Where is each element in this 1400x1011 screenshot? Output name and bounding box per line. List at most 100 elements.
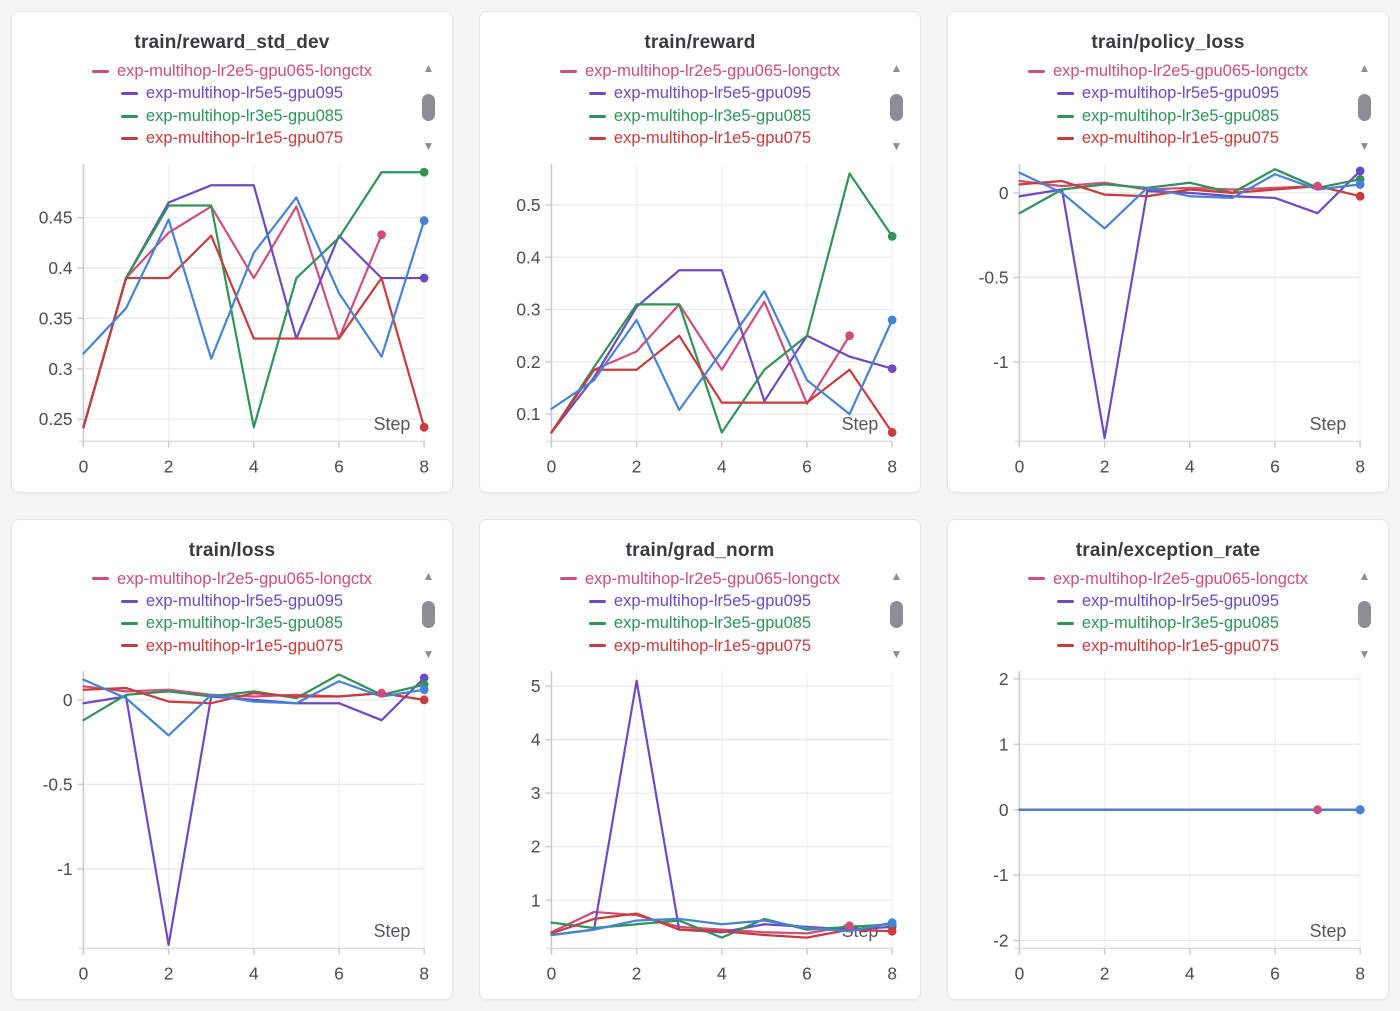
legend-entry[interactable]: exp-multihop-lr1e5-gpu075 xyxy=(24,127,440,149)
svg-text:0: 0 xyxy=(1015,456,1025,476)
scroll-thumb-handle[interactable] xyxy=(1358,601,1371,628)
series-endpoint-dot xyxy=(1313,805,1322,815)
legend-entry[interactable]: exp-multihop-lr2e5-gpu065-longctx xyxy=(960,568,1376,590)
x-axis-title: Step xyxy=(374,414,411,434)
legend-entry[interactable]: exp-multihop-lr3e5-gpu085 xyxy=(24,105,440,127)
series-endpoint-dot xyxy=(845,330,854,340)
legend-scrollbar[interactable]: ▲ ▼ xyxy=(422,62,435,152)
svg-text:4: 4 xyxy=(717,964,727,984)
legend-entry[interactable]: exp-multihop-lr5e5-gpu095 xyxy=(492,82,908,104)
legend-color-dash-icon xyxy=(560,577,577,581)
scroll-down-icon[interactable]: ▼ xyxy=(890,139,903,153)
legend-entry[interactable]: exp-multihop-lr3e5-gpu085 xyxy=(960,105,1376,127)
legend-entry[interactable]: exp-multihop-lr1e5-gpu075 xyxy=(960,127,1376,149)
svg-text:8: 8 xyxy=(1355,456,1365,476)
legend-entry[interactable]: exp-multihop-lr1e5-gpu075 xyxy=(492,127,908,149)
scroll-up-icon[interactable]: ▲ xyxy=(890,61,903,75)
svg-text:6: 6 xyxy=(1270,456,1280,476)
scroll-up-icon[interactable]: ▲ xyxy=(1358,568,1371,583)
legend-color-dash-icon xyxy=(120,136,138,140)
legend-entry[interactable]: exp-multihop-lr1e5-gpu075 xyxy=(960,635,1376,657)
scroll-up-icon[interactable]: ▲ xyxy=(422,568,435,583)
x-axis-tick-labels: 0 2 4 6 8 xyxy=(547,964,897,984)
scroll-up-icon[interactable]: ▲ xyxy=(1358,61,1371,75)
legend-run-label: exp-multihop-lr2e5-gpu065-longctx xyxy=(585,62,840,80)
legend-scrollbar[interactable]: ▲ ▼ xyxy=(890,62,903,152)
legend-entry[interactable]: exp-multihop-lr5e5-gpu095 xyxy=(960,590,1376,612)
legend: exp-multihop-lr2e5-gpu065-longctx exp-mu… xyxy=(960,60,1376,150)
legend-scrollbar[interactable]: ▲ ▼ xyxy=(1358,570,1371,660)
legend-entry[interactable]: exp-multihop-lr2e5-gpu065-longctx xyxy=(24,60,440,82)
scroll-down-icon[interactable]: ▼ xyxy=(1358,646,1371,661)
legend-color-dash-icon xyxy=(560,69,577,73)
scroll-down-icon[interactable]: ▼ xyxy=(422,646,435,661)
legend-entry[interactable]: exp-multihop-lr5e5-gpu095 xyxy=(960,82,1376,104)
legend-scrollbar[interactable]: ▲ ▼ xyxy=(422,570,435,660)
axes xyxy=(1013,671,1361,955)
legend-entry[interactable]: exp-multihop-lr3e5-gpu085 xyxy=(492,105,908,127)
scroll-thumb-handle[interactable] xyxy=(422,93,435,121)
legend-entry[interactable]: exp-multihop-lr5e5-gpu095 xyxy=(24,590,440,612)
legend-run-label: exp-multihop-lr3e5-gpu085 xyxy=(1081,106,1280,125)
scroll-down-icon[interactable]: ▼ xyxy=(422,139,435,153)
panel-title: train/exception_rate xyxy=(1075,539,1261,561)
y-axis-tick-labels: 1 2 3 4 5 xyxy=(531,676,541,910)
legend-scrollbar[interactable]: ▲ ▼ xyxy=(890,570,903,660)
scroll-down-icon[interactable]: ▼ xyxy=(890,646,903,661)
scroll-thumb-handle[interactable] xyxy=(422,601,435,628)
legend-entry[interactable]: exp-multihop-lr3e5-gpu085 xyxy=(492,612,908,634)
svg-text:6: 6 xyxy=(334,964,344,984)
series-line xyxy=(82,195,426,360)
scroll-up-icon[interactable]: ▲ xyxy=(890,568,903,583)
panel-title: train/grad_norm xyxy=(625,539,775,561)
svg-text:2: 2 xyxy=(999,669,1009,689)
legend-run-label: exp-multihop-lr2e5-gpu065-longctx xyxy=(117,569,372,588)
svg-text:1: 1 xyxy=(531,890,541,910)
legend-entry[interactable]: exp-multihop-lr2e5-gpu065-longctx xyxy=(492,60,908,82)
legend-run-label: exp-multihop-lr3e5-gpu085 xyxy=(145,614,344,633)
legend-entry[interactable]: exp-multihop-lr1e5-gpu075 xyxy=(492,635,908,657)
svg-text:4: 4 xyxy=(1185,964,1195,984)
legend-entry[interactable]: exp-multihop-lr2e5-gpu065-longctx xyxy=(24,568,440,590)
line-chart-canvas[interactable]: 0 -0.5 -1 0 2 4 6 8 Step xyxy=(24,659,440,993)
x-axis-tick-labels: 0 2 4 6 8 xyxy=(1015,964,1365,984)
series-endpoint-dot xyxy=(419,695,429,705)
series-endpoint-dot xyxy=(377,688,386,698)
scroll-thumb-handle[interactable] xyxy=(890,601,903,628)
legend-entry[interactable]: exp-multihop-lr2e5-gpu065-longctx xyxy=(960,60,1376,82)
legend-color-dash-icon xyxy=(120,644,138,648)
svg-text:0: 0 xyxy=(999,182,1009,202)
series-endpoint-dot xyxy=(419,422,429,432)
y-axis-tick-labels: -2 -1 0 1 2 xyxy=(993,669,1009,951)
legend-color-dash-icon xyxy=(120,622,138,626)
legend-run-label: exp-multihop-lr5e5-gpu095 xyxy=(613,84,812,103)
line-chart-canvas[interactable]: -2 -1 0 1 2 0 2 4 6 8 Step xyxy=(960,659,1376,993)
scroll-down-icon[interactable]: ▼ xyxy=(1358,139,1371,153)
svg-text:-1: -1 xyxy=(993,351,1008,371)
legend-entry[interactable]: exp-multihop-lr5e5-gpu095 xyxy=(24,82,440,104)
svg-text:0: 0 xyxy=(547,964,557,984)
line-chart-canvas[interactable]: 0.25 0.3 0.35 0.4 0.45 0 2 4 6 8 Step xyxy=(24,152,440,486)
scroll-up-icon[interactable]: ▲ xyxy=(422,61,435,75)
legend-entry[interactable]: exp-multihop-lr1e5-gpu075 xyxy=(24,635,440,657)
line-chart-canvas[interactable]: 0.1 0.2 0.3 0.4 0.5 0 2 4 6 8 Step xyxy=(492,152,908,486)
scroll-thumb-handle[interactable] xyxy=(890,93,903,121)
series-endpoint-dot xyxy=(887,918,897,928)
legend-entry[interactable]: exp-multihop-lr2e5-gpu065-longctx xyxy=(492,568,908,590)
metric-panel: train/reward exp-multihop-lr2e5-gpu065-l… xyxy=(479,11,921,493)
legend-scrollbar[interactable]: ▲ ▼ xyxy=(1358,62,1371,152)
series-line xyxy=(550,912,894,939)
line-chart-canvas[interactable]: 0 -0.5 -1 0 2 4 6 8 Step xyxy=(960,152,1376,486)
panel-title: train/reward xyxy=(644,32,756,53)
scroll-thumb-handle[interactable] xyxy=(1358,93,1371,121)
svg-text:2: 2 xyxy=(164,964,174,984)
legend-entry[interactable]: exp-multihop-lr3e5-gpu085 xyxy=(24,612,440,634)
legend-entry[interactable]: exp-multihop-lr5e5-gpu095 xyxy=(492,590,908,612)
legend-entry[interactable]: exp-multihop-lr3e5-gpu085 xyxy=(960,612,1376,634)
svg-text:-2: -2 xyxy=(993,931,1008,951)
y-axis-tick-labels: 0.1 0.2 0.3 0.4 0.5 xyxy=(516,194,540,423)
legend-run-label: exp-multihop-lr3e5-gpu085 xyxy=(613,614,812,633)
legend-run-label: exp-multihop-lr1e5-gpu075 xyxy=(1081,129,1280,148)
legend-color-dash-icon xyxy=(588,92,606,96)
